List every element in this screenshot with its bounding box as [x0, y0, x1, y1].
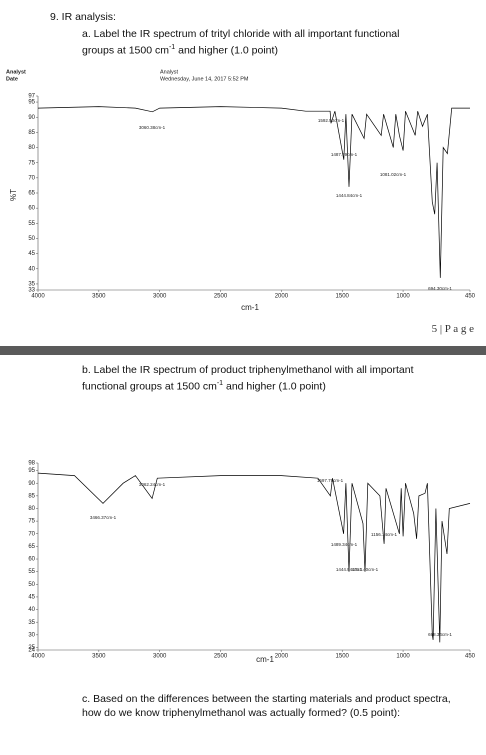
- y-tick-label: 45: [28, 595, 35, 601]
- peak-label: 1313.40cm-1: [352, 567, 379, 572]
- question-c: c. Based on the differences between the …: [82, 693, 451, 719]
- y-tick-label: 25: [28, 645, 35, 651]
- x-tick-label: 2500: [214, 294, 228, 300]
- peak-label: 1444.94cm-1: [336, 567, 363, 572]
- x-tick-label: 1000: [396, 654, 410, 660]
- y-tick-label: 60: [28, 557, 35, 563]
- x-tick-label: 2500: [214, 654, 228, 660]
- y-tick-label: 55: [28, 221, 35, 227]
- y-tick-label: 98: [28, 461, 35, 467]
- x-tick-label: 4000: [31, 294, 45, 300]
- y-tick-label: 80: [28, 145, 35, 151]
- x-axis-label: cm-1: [256, 655, 274, 664]
- text: and higher (1.0 point): [175, 44, 278, 57]
- y-tick-label: 75: [28, 160, 35, 166]
- y-tick-label: 30: [28, 632, 35, 638]
- peak-label: 3062.24cm-1: [139, 482, 166, 487]
- y-tick-label: 95: [28, 100, 35, 106]
- y-tick-label: 80: [28, 506, 35, 512]
- y-tick-label: 65: [28, 544, 35, 550]
- peak-label: 1081.02cm-1: [380, 172, 407, 177]
- text: a. Label the IR spectrum of trityl chlor…: [82, 28, 400, 57]
- sup: -1: [168, 44, 176, 51]
- x-axis-label: cm-1: [241, 303, 259, 312]
- peak-label: 1487.79cm-1: [331, 152, 358, 157]
- y-tick-label: 50: [28, 236, 35, 242]
- header: Wednesday, June 14, 2017 5:52 PM: [160, 76, 249, 82]
- peak-label: 3060.38cm-1: [139, 125, 166, 130]
- y-tick-label: 90: [28, 481, 35, 487]
- spectrum-line: [37, 106, 470, 278]
- x-tick-label: 4000: [31, 654, 45, 660]
- y-tick-label: 60: [28, 206, 35, 212]
- page-footer: 5 | P a g e: [431, 323, 474, 335]
- x-tick-label: 450: [465, 294, 476, 300]
- x-tick-label: 3500: [92, 654, 106, 660]
- question-a: a. Label the IR spectrum of trityl chlor…: [82, 27, 422, 58]
- header: Analyst: [6, 69, 26, 75]
- x-tick-label: 3000: [153, 654, 167, 660]
- peak-label: 1444.84cm-1: [336, 193, 363, 198]
- y-tick-label: 70: [28, 531, 35, 537]
- sup: -1: [216, 380, 224, 387]
- y-axis-label: %T: [9, 189, 18, 201]
- peak-label: 694.30cm-1: [428, 286, 452, 291]
- y-tick-label: 45: [28, 251, 35, 257]
- y-tick-label: 50: [28, 582, 35, 588]
- question-number: 9. IR analysis:: [50, 11, 116, 23]
- page-separator: [0, 346, 486, 355]
- x-tick-label: 2000: [275, 654, 289, 660]
- peak-label: 1489.34cm-1: [331, 542, 358, 547]
- y-tick-label: 75: [28, 519, 35, 525]
- x-tick-label: 3000: [153, 294, 167, 300]
- y-tick-label: 85: [28, 130, 35, 136]
- text: and higher (1.0 point): [223, 380, 326, 393]
- x-tick-label: 450: [465, 654, 476, 660]
- y-tick-label: 33: [28, 288, 35, 294]
- y-tick-label: 40: [28, 607, 35, 613]
- x-tick-label: 1000: [396, 294, 410, 300]
- text: b. Label the IR spectrum of product trip…: [82, 364, 414, 393]
- y-tick-label: 40: [28, 266, 35, 272]
- y-tick-label: 70: [28, 175, 35, 181]
- peak-label: 1597.79cm-1: [317, 478, 344, 483]
- x-tick-label: 3500: [92, 294, 106, 300]
- x-tick-label: 1500: [336, 654, 350, 660]
- x-tick-label: 2000: [275, 294, 289, 300]
- y-tick-label: 55: [28, 569, 35, 575]
- y-tick-label: 24: [28, 648, 35, 654]
- y-tick-label: 95: [28, 468, 35, 474]
- spectrum-line: [37, 472, 471, 643]
- peak-label: 1592.50cm-1: [318, 118, 345, 123]
- y-tick-label: 65: [28, 191, 35, 197]
- y-tick-label: 85: [28, 493, 35, 499]
- peak-label: 698.34cm-1: [428, 632, 452, 637]
- y-tick-label: 35: [28, 620, 35, 626]
- header: Date: [6, 76, 18, 82]
- x-tick-label: 1500: [336, 294, 350, 300]
- peak-label: 1156.14cm-1: [371, 532, 397, 537]
- question-b: b. Label the IR spectrum of product trip…: [82, 363, 422, 394]
- y-tick-label: 97: [28, 94, 35, 100]
- header: Analyst: [160, 69, 179, 75]
- peak-label: 3466.37cm-1: [90, 515, 117, 520]
- y-tick-label: 35: [28, 282, 35, 288]
- y-tick-label: 90: [28, 115, 35, 121]
